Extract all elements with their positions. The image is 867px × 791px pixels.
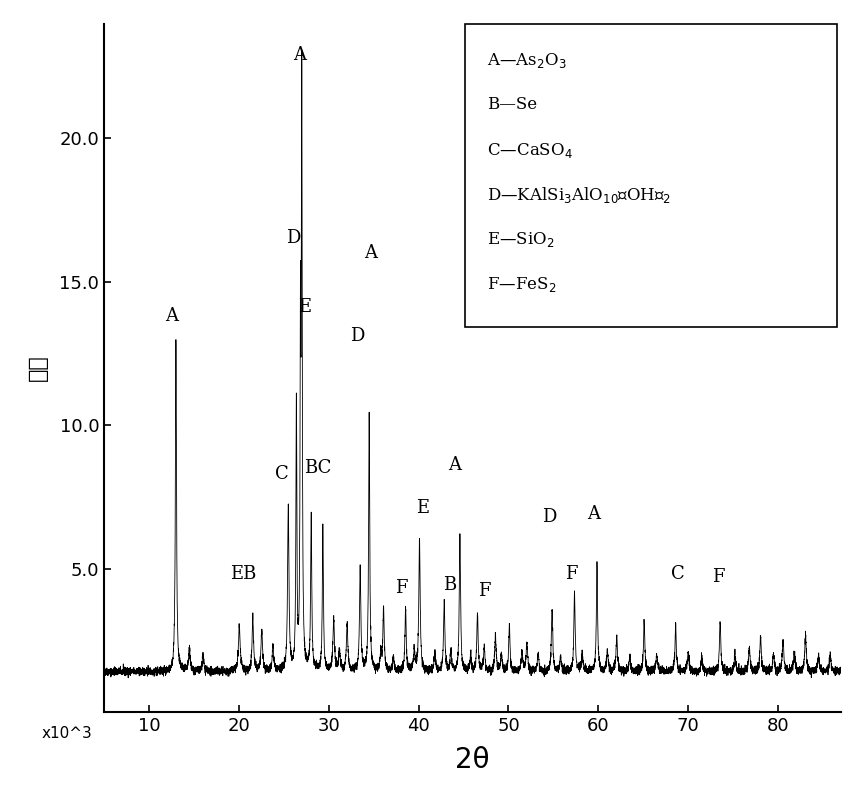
Text: EB: EB <box>230 565 257 583</box>
Text: F—FeS$_2$: F—FeS$_2$ <box>487 275 557 294</box>
Text: C: C <box>670 565 684 583</box>
Text: E: E <box>416 499 430 517</box>
Text: F: F <box>565 565 577 583</box>
Text: A: A <box>448 456 461 474</box>
Text: B—Se: B—Se <box>487 96 538 113</box>
Text: E: E <box>298 298 311 316</box>
X-axis label: 2θ: 2θ <box>455 746 490 774</box>
Text: A: A <box>364 244 377 262</box>
Text: F: F <box>712 568 724 585</box>
Text: A: A <box>587 505 600 523</box>
Text: BC: BC <box>304 459 331 477</box>
Text: A: A <box>165 307 178 325</box>
Text: D: D <box>350 327 365 345</box>
FancyBboxPatch shape <box>465 24 838 327</box>
Y-axis label: 强度: 强度 <box>29 354 49 381</box>
Text: x10^3: x10^3 <box>42 725 92 740</box>
Text: F: F <box>478 582 491 600</box>
Text: C—CaSO$_4$: C—CaSO$_4$ <box>487 141 573 160</box>
Text: D—KAlSi$_3$AlO$_{10}$（OH）$_2$: D—KAlSi$_3$AlO$_{10}$（OH）$_2$ <box>487 185 671 206</box>
Text: D: D <box>542 508 556 525</box>
Text: C: C <box>275 464 289 483</box>
Text: F: F <box>395 579 407 597</box>
Text: D: D <box>285 229 300 248</box>
Text: A—As$_2$O$_3$: A—As$_2$O$_3$ <box>487 51 567 70</box>
Text: A: A <box>293 46 306 64</box>
Text: B: B <box>443 577 457 594</box>
Text: E—SiO$_2$: E—SiO$_2$ <box>487 230 555 249</box>
